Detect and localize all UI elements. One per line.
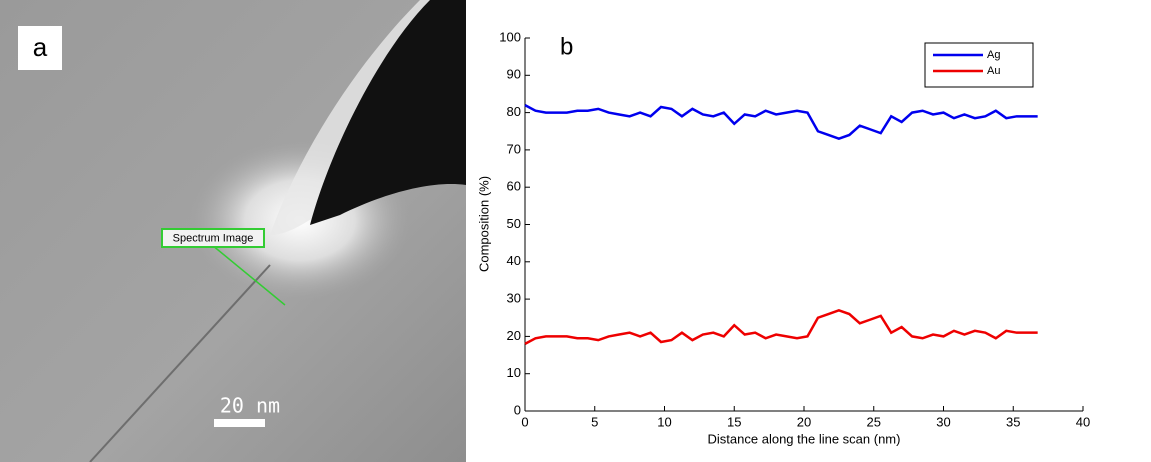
y-tick-label: 40	[507, 253, 521, 268]
panel-label: b	[560, 33, 573, 60]
x-tick-label: 25	[867, 414, 881, 429]
annotation-box	[161, 228, 265, 248]
y-tick-label: 20	[507, 328, 521, 343]
data-line	[524, 104, 1038, 141]
x-tick-label: 40	[1076, 414, 1090, 429]
y-tick-label: 70	[507, 141, 521, 156]
x-tick-label: 10	[657, 414, 671, 429]
scale-bar	[214, 419, 265, 427]
y-tick-label: 60	[507, 179, 521, 194]
y-axis-label: Composition (%)	[476, 176, 491, 272]
x-tick-label: 0	[521, 414, 528, 429]
y-tick-label: 100	[499, 29, 521, 44]
annotation: Spectrum Image	[173, 232, 254, 244]
legend-label: Ag	[987, 49, 1000, 61]
y-tick-label: 80	[507, 104, 521, 119]
scale-label: 20 nm	[220, 394, 280, 418]
interface-line	[89, 264, 271, 462]
panel-label: a	[33, 32, 48, 62]
legend-box	[924, 42, 1034, 88]
chart: b Composition (%) Distance along the lin…	[476, 29, 1090, 446]
legend-label: Au	[987, 65, 1000, 77]
x-tick-label: 20	[797, 414, 811, 429]
panel-label-box	[18, 26, 62, 70]
x-tick-label: 35	[1006, 414, 1020, 429]
x-tick-label: 5	[591, 414, 598, 429]
y-tick-label: 30	[507, 291, 521, 306]
x-tick-label: 30	[936, 414, 950, 429]
x-tick-label: 15	[727, 414, 741, 429]
y-tick-label: 50	[507, 216, 521, 231]
y-tick-label: 0	[514, 402, 521, 417]
tip-dark	[310, 0, 466, 225]
x-axis-label: Distance along the line scan (nm)	[708, 431, 901, 446]
data-line	[524, 308, 1038, 345]
y-tick-label: 10	[507, 365, 521, 380]
y-tick-label: 90	[507, 67, 521, 82]
scan-line	[211, 244, 286, 306]
micrograph: Spectrum Image 20 nm a	[0, 0, 466, 462]
